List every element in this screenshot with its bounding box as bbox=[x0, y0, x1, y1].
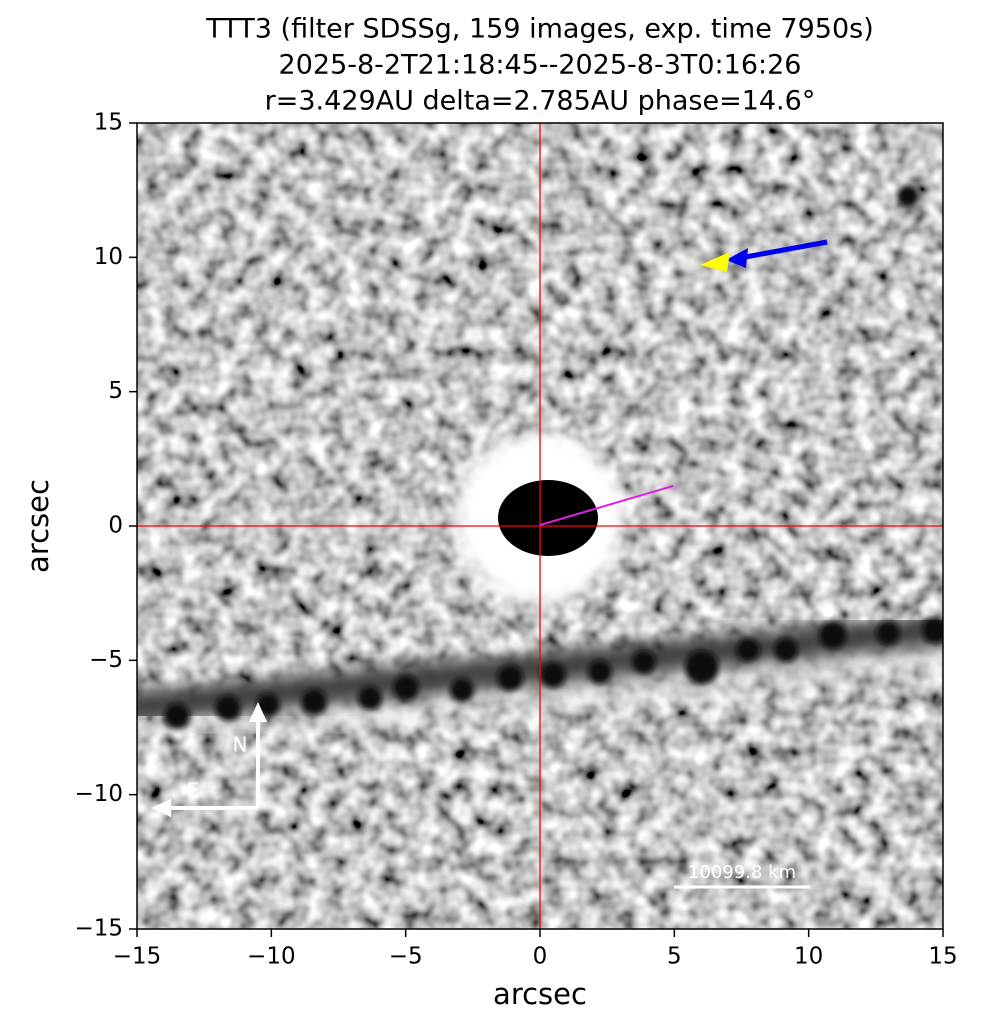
y-axis-label: arcsec bbox=[21, 479, 55, 573]
scale-bar-label: 10099.8 km bbox=[688, 862, 796, 883]
x-axis-label: arcsec bbox=[493, 977, 587, 1011]
y-tick-label: 5 bbox=[108, 378, 123, 404]
y-tick-label: −5 bbox=[89, 647, 123, 673]
y-tick-label: 0 bbox=[108, 513, 123, 539]
north-label: N bbox=[233, 733, 248, 757]
x-tick-label: 10 bbox=[794, 944, 823, 970]
title-line: 2025-8-2T21:18:45--2025-8-3T0:16:26 bbox=[279, 50, 802, 81]
x-tick-label: 0 bbox=[533, 944, 548, 970]
x-tick-label: −10 bbox=[247, 944, 296, 970]
x-tick-label: −5 bbox=[389, 944, 423, 970]
title-line: r=3.429AU delta=2.785AU phase=14.6° bbox=[265, 86, 816, 117]
y-tick-label: 15 bbox=[94, 110, 123, 136]
title-line: TTT3 (filter SDSSg, 159 images, exp. tim… bbox=[205, 14, 874, 45]
y-tick-label: −10 bbox=[74, 781, 123, 807]
overlay bbox=[137, 123, 943, 929]
direction-line bbox=[539, 485, 674, 526]
y-tick-label: −15 bbox=[74, 916, 123, 942]
velocity-arrow-head bbox=[726, 248, 748, 268]
sun-arrow bbox=[700, 252, 730, 272]
x-tick-label: 5 bbox=[667, 944, 682, 970]
east-label: E bbox=[187, 779, 200, 803]
y-tick-label: 10 bbox=[94, 244, 123, 270]
x-tick-label: 15 bbox=[928, 944, 957, 970]
x-tick-label: −15 bbox=[113, 944, 162, 970]
compass bbox=[151, 702, 267, 817]
velocity-arrow bbox=[739, 239, 828, 261]
